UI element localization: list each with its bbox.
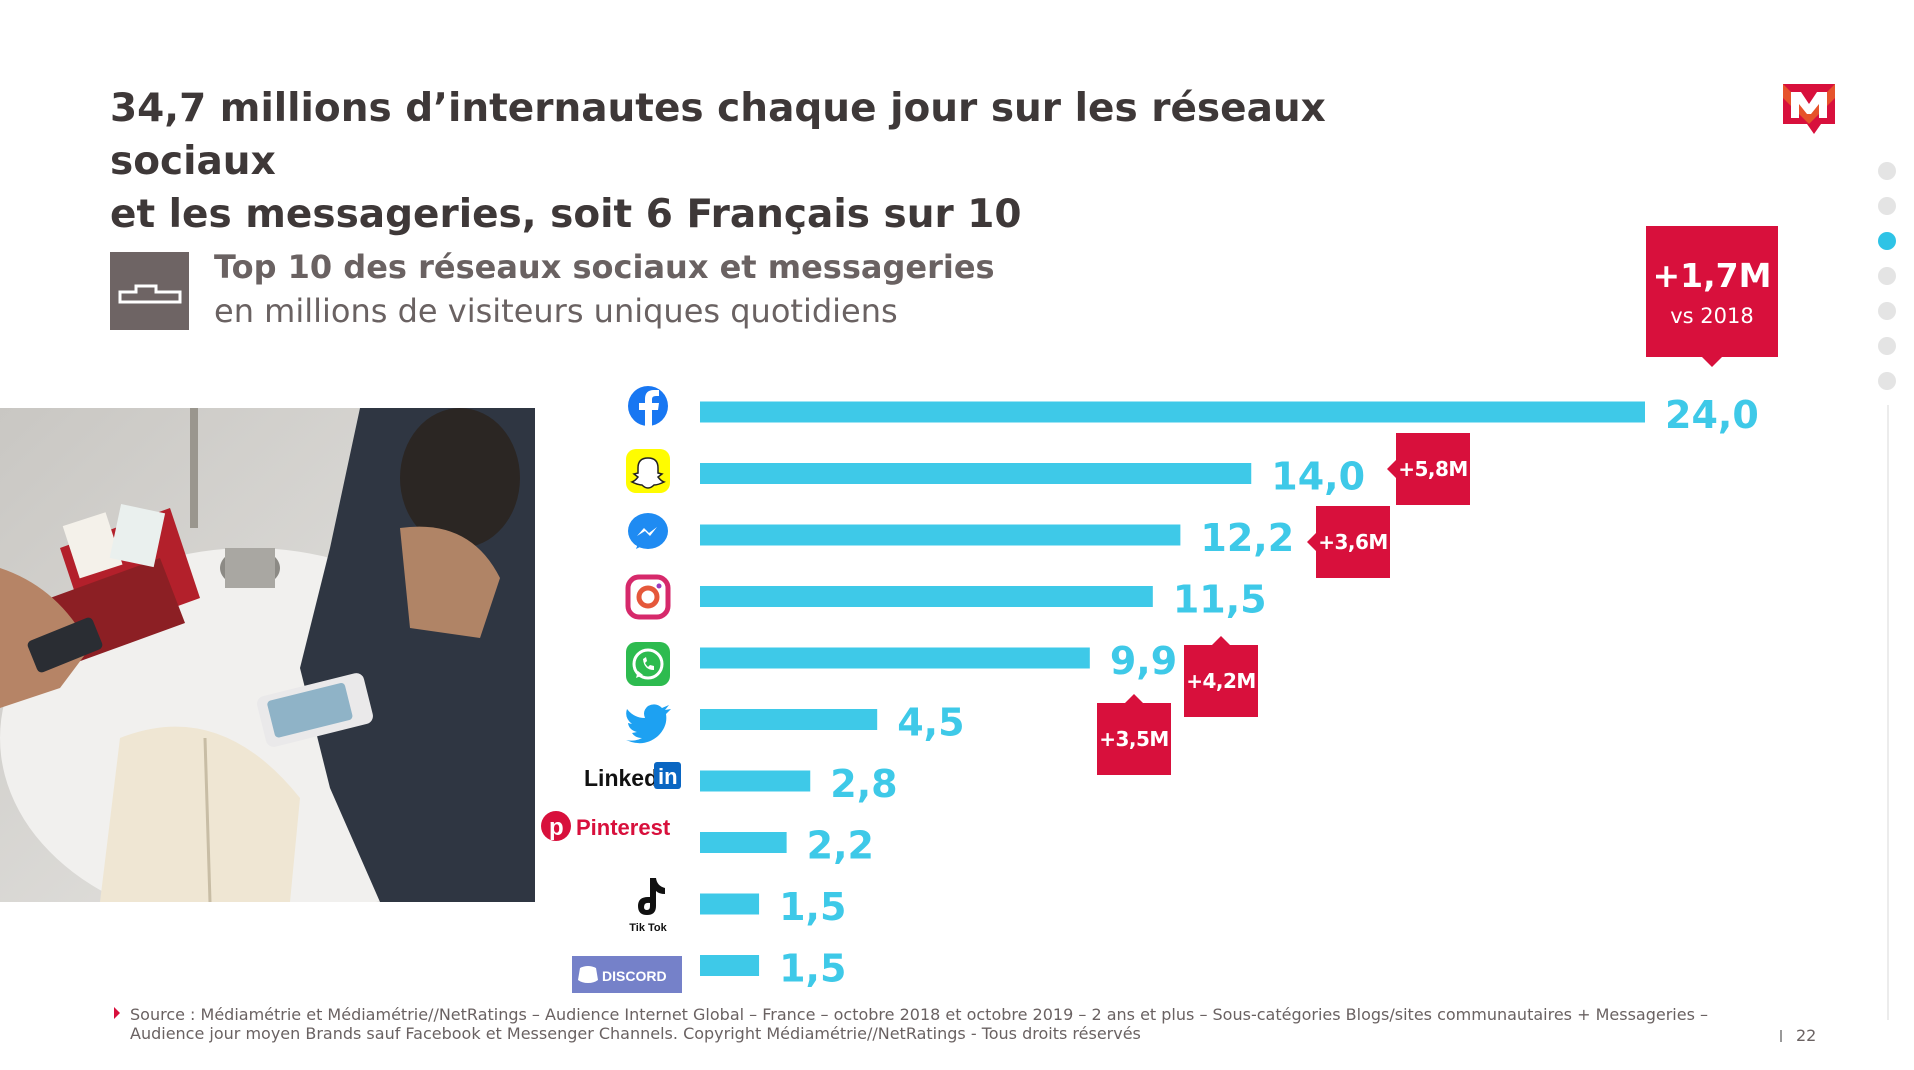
pinterest-logo: p Pinterest	[541, 811, 671, 841]
whatsapp-growth-badge: +4,2M	[1184, 636, 1258, 717]
discord-logo: DISCORD	[572, 956, 682, 993]
bar-snapchat	[700, 463, 1252, 484]
instagram-icon	[625, 574, 671, 620]
podium-icon	[110, 252, 189, 330]
value-label-messenger: 12,2	[1200, 516, 1294, 560]
total-growth-value: +1,7M	[1652, 256, 1772, 295]
bar-linkedin	[700, 770, 811, 792]
linkedin-logo-in: in	[658, 764, 678, 789]
messenger-growth-badge: +3,6M	[1307, 506, 1390, 578]
nav-dot[interactable]	[1878, 372, 1896, 390]
bar-discord	[700, 955, 760, 976]
value-label-tiktok: 1,5	[779, 885, 846, 929]
twitter-icon	[626, 704, 671, 744]
pinterest-logo-text: Pinterest	[576, 815, 671, 840]
value-label-twitter: 4,5	[897, 701, 964, 745]
total-growth-compare: vs 2018	[1670, 304, 1754, 328]
value-label-pinterest: 2,2	[807, 824, 874, 868]
snapchat-growth-badge: +5,8M	[1387, 433, 1470, 505]
bar-instagram	[700, 586, 1153, 607]
whatsapp-icon	[626, 642, 670, 686]
bar-chart-svg: Linked in p Pinterest Tik Tok DISCORD 24…	[541, 386, 1759, 993]
value-label-linkedin: 2,8	[830, 762, 897, 806]
bar-facebook	[700, 401, 1645, 423]
slide-navigation-dots	[1876, 162, 1898, 402]
photo-people-with-phones	[0, 408, 535, 902]
tiktok-logo-text: Tik Tok	[629, 922, 667, 934]
source-marker-icon	[114, 1007, 120, 1019]
page-separator	[1780, 1030, 1782, 1042]
value-label-discord: 1,5	[779, 947, 846, 991]
value-label-snapchat: 14,0	[1271, 455, 1365, 499]
bar-twitter	[700, 709, 878, 730]
value-label-whatsapp: 9,9	[1110, 639, 1177, 683]
nav-dot-active[interactable]	[1878, 232, 1896, 250]
snapchat-icon	[626, 449, 670, 493]
nav-dot[interactable]	[1878, 162, 1896, 180]
chart-unit: en millions de visiteurs uniques quotidi…	[214, 292, 898, 330]
discord-logo-text: DISCORD	[602, 968, 667, 984]
slide-title-line-1: 34,7 millions d’internautes chaque jour …	[110, 86, 1326, 184]
linkedin-logo-text: Linked	[584, 765, 658, 791]
linkedin-logo: Linked in	[584, 762, 681, 791]
bar-pinterest	[700, 832, 787, 853]
tiktok-logo: Tik Tok	[629, 878, 668, 934]
value-label-instagram: 11,5	[1173, 578, 1267, 622]
bars-group: 24,0 14,0 12,2 11,5 9,9 4,52,8 2,2 1,5 1,5	[700, 393, 1759, 991]
nav-dot[interactable]	[1878, 267, 1896, 285]
navigation-rail	[1887, 405, 1889, 1020]
nav-dot[interactable]	[1878, 337, 1896, 355]
bar-chart: Linked in p Pinterest Tik Tok DISCORD 24…	[540, 380, 1780, 1000]
slide-title: 34,7 millions d’internautes chaque jour …	[110, 82, 1440, 241]
value-label-facebook: 24,0	[1665, 393, 1759, 437]
page-number: 22	[1796, 1026, 1817, 1045]
total-growth-badge: +1,7M vs 2018	[1646, 226, 1778, 367]
nav-dot[interactable]	[1878, 197, 1896, 215]
bar-whatsapp	[700, 647, 1090, 669]
mediametrie-logo	[1781, 80, 1837, 138]
slide-title-line-2: et les messageries, soit 6 Français sur …	[110, 192, 1022, 237]
bar-tiktok	[700, 893, 760, 915]
source-note: Source : Médiamétrie et Médiamétrie//Net…	[130, 1005, 1708, 1043]
messenger-icon	[628, 513, 668, 549]
twitter-growth-badge: +3,5M	[1097, 694, 1171, 775]
svg-text:p: p	[549, 814, 564, 841]
chart-subtitle: Top 10 des réseaux sociaux et messagerie…	[214, 248, 995, 286]
bar-messenger	[700, 524, 1181, 546]
facebook-icon	[628, 386, 668, 426]
nav-dot[interactable]	[1878, 302, 1896, 320]
